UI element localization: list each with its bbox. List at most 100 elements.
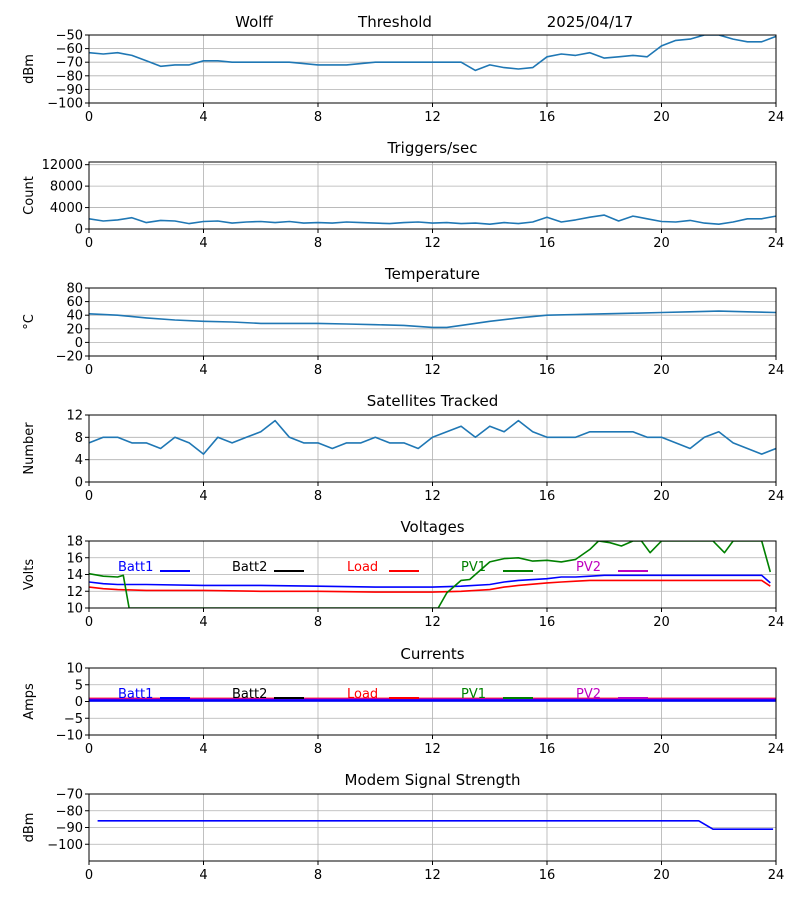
x-tick-label: 8 bbox=[314, 742, 322, 757]
y-tick-label: 12000 bbox=[42, 158, 83, 173]
y-tick-label: 12 bbox=[66, 409, 83, 424]
y-tick-label: −5 bbox=[64, 712, 83, 727]
x-tick-label: 16 bbox=[539, 489, 556, 504]
legend-label: PV2 bbox=[576, 560, 601, 575]
y-tick-label: 0 bbox=[75, 336, 83, 351]
x-tick-label: 0 bbox=[85, 868, 93, 883]
y-tick-label: 4 bbox=[75, 453, 83, 468]
x-tick-label: 0 bbox=[85, 236, 93, 251]
y-tick-label: −10 bbox=[56, 729, 83, 744]
legend-label: PV1 bbox=[461, 560, 486, 575]
y-tick-label: 8 bbox=[75, 431, 83, 446]
x-tick-label: 16 bbox=[539, 236, 556, 251]
series-line bbox=[89, 35, 776, 72]
y-tick-label: 16 bbox=[66, 551, 83, 566]
legend-label: PV2 bbox=[576, 687, 601, 702]
y-tick-label: 4000 bbox=[50, 201, 83, 216]
panel-title: Currents bbox=[400, 645, 464, 663]
series-line bbox=[97, 820, 774, 830]
series-group bbox=[89, 214, 776, 225]
legend-label: Batt1 bbox=[118, 560, 153, 575]
legend-label: Batt2 bbox=[232, 560, 267, 575]
y-tick-label: 5 bbox=[75, 678, 83, 693]
x-tick-label: 4 bbox=[199, 363, 207, 378]
y-tick-label: 8000 bbox=[50, 180, 83, 195]
y-tick-label: 20 bbox=[66, 322, 83, 337]
x-tick-label: 24 bbox=[768, 236, 785, 251]
panel-2: 0 4 8 12 16 20 24 0 4000 8000 12000 Triggers/sec Cou… bbox=[22, 139, 784, 251]
panel-title: Modem Signal Strength bbox=[345, 771, 521, 789]
series-group bbox=[89, 35, 776, 72]
y-tick-label: 18 bbox=[66, 535, 83, 550]
x-tick-label: 12 bbox=[424, 742, 441, 757]
y-tick-label: 60 bbox=[66, 295, 83, 310]
panel-title: Voltages bbox=[400, 518, 464, 536]
y-axis-label: Volts bbox=[22, 559, 37, 591]
series-group bbox=[89, 541, 772, 608]
y-tick-label: −20 bbox=[56, 350, 83, 365]
y-tick-label: −60 bbox=[56, 42, 83, 57]
y-tick-label: 0 bbox=[75, 695, 83, 710]
x-tick-label: 0 bbox=[85, 489, 93, 504]
series-line bbox=[89, 214, 776, 225]
x-tick-label: 24 bbox=[768, 110, 785, 125]
x-tick-label: 16 bbox=[539, 363, 556, 378]
x-tick-label: 12 bbox=[424, 868, 441, 883]
x-tick-label: 20 bbox=[653, 363, 670, 378]
x-tick-label: 12 bbox=[424, 615, 441, 630]
series-line-pv1 bbox=[89, 541, 772, 608]
y-tick-label: −90 bbox=[56, 821, 83, 836]
y-tick-label: 0 bbox=[75, 223, 83, 238]
x-tick-label: 12 bbox=[424, 236, 441, 251]
x-tick-label: 4 bbox=[199, 742, 207, 757]
x-tick-label: 4 bbox=[199, 615, 207, 630]
series-line-batt1 bbox=[89, 574, 771, 588]
series-group bbox=[89, 310, 776, 329]
x-tick-label: 16 bbox=[539, 742, 556, 757]
x-tick-label: 16 bbox=[539, 868, 556, 883]
y-axis-label: °C bbox=[22, 314, 37, 330]
x-tick-label: 4 bbox=[199, 236, 207, 251]
y-tick-label: 12 bbox=[66, 585, 83, 600]
y-tick-label: −80 bbox=[56, 69, 83, 84]
y-tick-label: −100 bbox=[47, 97, 83, 112]
y-axis-label: dBm bbox=[22, 813, 37, 843]
y-tick-label: −70 bbox=[56, 788, 83, 803]
panel-7: 0 4 8 12 16 20 24 −100 −90 −80−70 Modem Signal Str… bbox=[22, 771, 784, 883]
x-tick-label: 24 bbox=[768, 868, 785, 883]
x-tick-label: 20 bbox=[653, 615, 670, 630]
y-axis-label: Count bbox=[22, 176, 37, 215]
series-line-load bbox=[89, 579, 771, 593]
series-group bbox=[97, 820, 774, 830]
y-axis-label: Amps bbox=[22, 683, 37, 720]
x-tick-label: 20 bbox=[653, 110, 670, 125]
x-tick-label: 24 bbox=[768, 363, 785, 378]
x-tick-label: 0 bbox=[85, 110, 93, 125]
x-tick-label: 20 bbox=[653, 236, 670, 251]
x-tick-label: 8 bbox=[314, 615, 322, 630]
y-tick-label: −70 bbox=[56, 56, 83, 71]
x-tick-label: 20 bbox=[653, 868, 670, 883]
y-tick-label: 80 bbox=[66, 282, 83, 297]
y-tick-label: −100 bbox=[47, 838, 83, 853]
y-axis-label: dBm bbox=[22, 54, 37, 84]
x-tick-label: 0 bbox=[85, 742, 93, 757]
y-tick-label: 10 bbox=[66, 662, 83, 677]
x-tick-label: 24 bbox=[768, 742, 785, 757]
x-tick-label: 8 bbox=[314, 363, 322, 378]
series-group bbox=[89, 697, 776, 702]
x-tick-label: 4 bbox=[199, 110, 207, 125]
x-tick-label: 0 bbox=[85, 615, 93, 630]
x-tick-label: 8 bbox=[314, 110, 322, 125]
y-tick-label: 40 bbox=[66, 309, 83, 324]
figure-title: Threshold bbox=[357, 13, 432, 31]
series-line bbox=[89, 310, 776, 329]
x-tick-label: 24 bbox=[768, 489, 785, 504]
x-tick-label: 20 bbox=[653, 489, 670, 504]
x-tick-label: 12 bbox=[424, 363, 441, 378]
x-tick-label: 24 bbox=[768, 615, 785, 630]
legend-label: Batt1 bbox=[118, 687, 153, 702]
